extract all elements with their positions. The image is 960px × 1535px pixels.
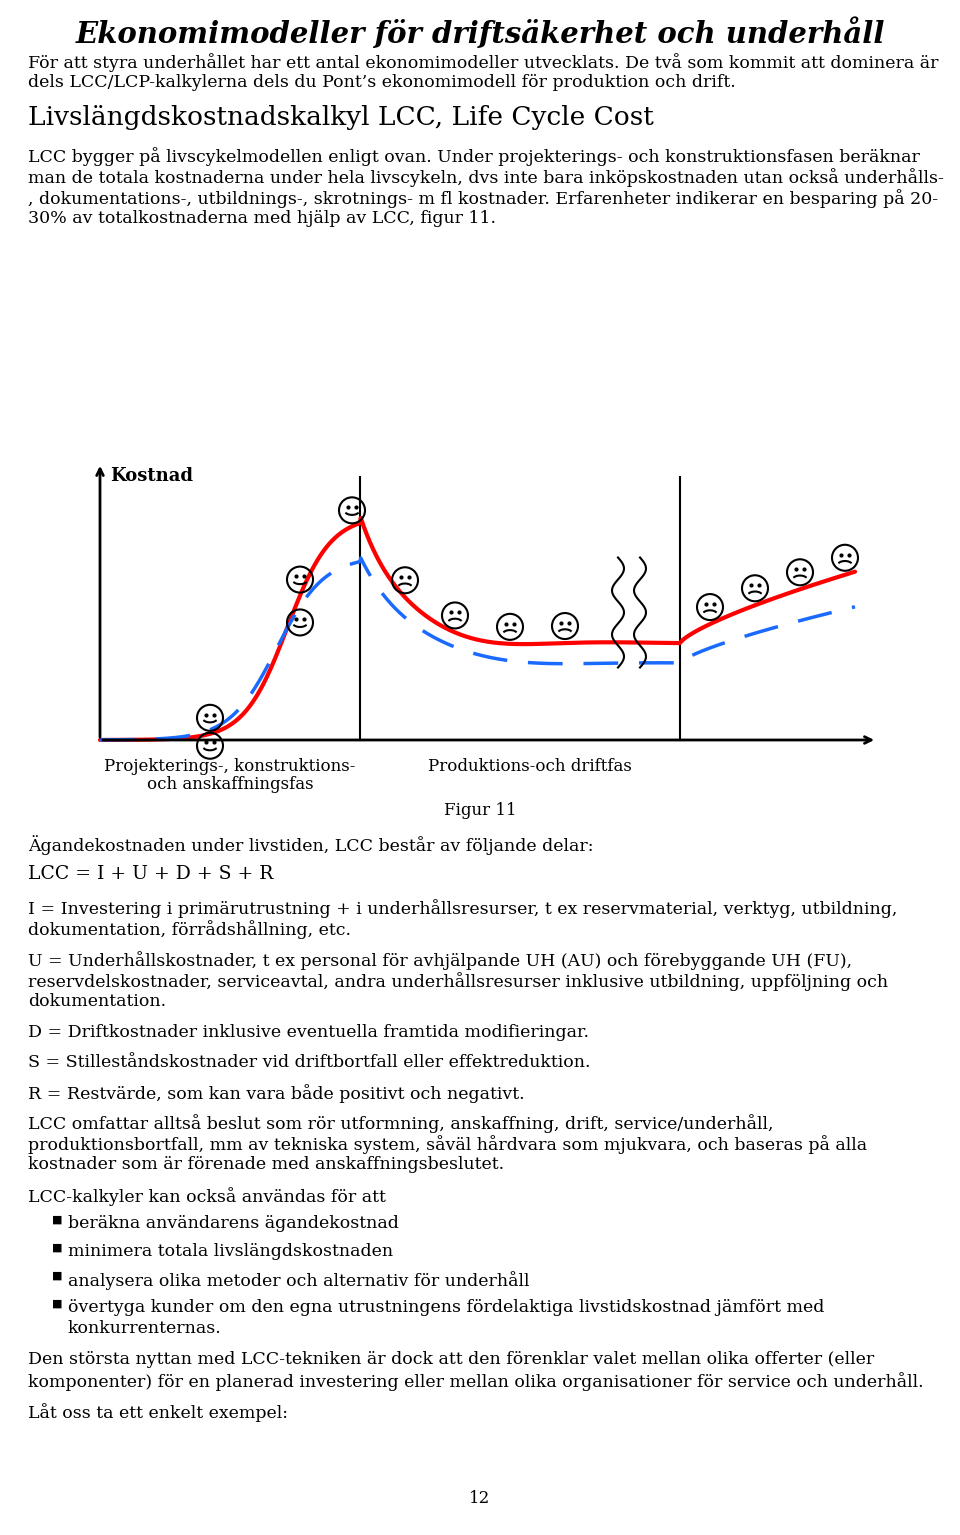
Text: R = Restvärde, som kan vara både positivt och negativt.: R = Restvärde, som kan vara både positiv… [28,1084,524,1104]
Text: I = Investering i primärutrustning + i underhållsresurser, t ex reservmaterial, : I = Investering i primärutrustning + i u… [28,900,898,918]
Text: och anskaffningsfas: och anskaffningsfas [147,777,313,794]
Text: LCC omfattar alltså beslut som rör utformning, anskaffning, drift, service/under: LCC omfattar alltså beslut som rör utfor… [28,1114,774,1133]
Text: ■: ■ [52,1271,62,1282]
Text: 30% av totalkostnaderna med hjälp av LCC, figur 11.: 30% av totalkostnaderna med hjälp av LCC… [28,210,496,227]
Text: ■: ■ [52,1216,62,1225]
Text: Produktions-och driftfas: Produktions-och driftfas [428,758,632,775]
Text: produktionsbortfall, mm av tekniska system, såväl hårdvara som mjukvara, och bas: produktionsbortfall, mm av tekniska syst… [28,1134,867,1154]
Text: komponenter) för en planerad investering eller mellan olika organisationer för s: komponenter) för en planerad investering… [28,1372,924,1391]
Text: dokumentation, förrådshållning, etc.: dokumentation, förrådshållning, etc. [28,919,351,939]
Text: kostnader som är förenade med anskaffningsbeslutet.: kostnader som är förenade med anskaffnin… [28,1156,504,1173]
Text: Ägandekostnaden under livstiden, LCC består av följande delar:: Ägandekostnaden under livstiden, LCC bes… [28,835,593,855]
Text: Ekonomimodeller för driftsäkerhet och underhåll: Ekonomimodeller för driftsäkerhet och un… [75,17,885,49]
Text: LCC-kalkyler kan också användas för att: LCC-kalkyler kan också användas för att [28,1187,386,1207]
Text: U = Underhållskostnader, t ex personal för avhjälpande UH (AU) och förebyggande : U = Underhållskostnader, t ex personal f… [28,952,852,970]
Text: För att styra underhållet har ett antal ekonomimodeller utvecklats. De två som k: För att styra underhållet har ett antal … [28,54,939,72]
Text: minimera totala livslängdskostnaden: minimera totala livslängdskostnaden [68,1243,394,1260]
Text: dels LCC/LCP-kalkylerna dels du Pont’s ekonomimodell för produktion och drift.: dels LCC/LCP-kalkylerna dels du Pont’s e… [28,74,735,91]
Text: konkurrenternas.: konkurrenternas. [68,1320,222,1337]
Text: Figur 11: Figur 11 [444,801,516,820]
Text: man de totala kostnaderna under hela livscykeln, dvs inte bara inköpskostnaden u: man de totala kostnaderna under hela liv… [28,167,944,187]
Text: Låt oss ta ett enkelt exempel:: Låt oss ta ett enkelt exempel: [28,1403,288,1421]
Text: LCC bygger på livscykelmodellen enligt ovan. Under projekterings- och konstrukti: LCC bygger på livscykelmodellen enligt o… [28,147,920,166]
Text: Projekterings-, konstruktions-: Projekterings-, konstruktions- [105,758,356,775]
Text: , dokumentations-, utbildnings-, skrotnings- m fl kostnader. Erfarenheter indike: , dokumentations-, utbildnings-, skrotni… [28,189,938,207]
Text: Livslängdskostnadskalkyl LCC, Life Cycle Cost: Livslängdskostnadskalkyl LCC, Life Cycle… [28,104,654,130]
Text: Kostnad: Kostnad [110,467,193,485]
Text: D = Driftkostnader inklusive eventuella framtida modifieringar.: D = Driftkostnader inklusive eventuella … [28,1024,589,1041]
Text: dokumentation.: dokumentation. [28,993,166,1010]
Text: Den största nyttan med LCC-tekniken är dock att den förenklar valet mellan olika: Den största nyttan med LCC-tekniken är d… [28,1351,875,1368]
Text: ■: ■ [52,1299,62,1309]
Text: analysera olika metoder och alternativ för underhåll: analysera olika metoder och alternativ f… [68,1271,530,1289]
Text: ■: ■ [52,1243,62,1253]
Text: beräkna användarens ägandekostnad: beräkna användarens ägandekostnad [68,1216,398,1233]
Text: S = Stilleståndskostnader vid driftbortfall eller effektreduktion.: S = Stilleståndskostnader vid driftbortf… [28,1055,590,1071]
Text: LCC = I + U + D + S + R: LCC = I + U + D + S + R [28,866,274,883]
Text: övertyga kunder om den egna utrustningens fördelaktiga livstidskostnad jämfört m: övertyga kunder om den egna utrustningen… [68,1299,825,1315]
Text: reservdelskostnader, serviceavtal, andra underhållsresurser inklusive utbildning: reservdelskostnader, serviceavtal, andra… [28,972,888,992]
Text: 12: 12 [469,1490,491,1507]
